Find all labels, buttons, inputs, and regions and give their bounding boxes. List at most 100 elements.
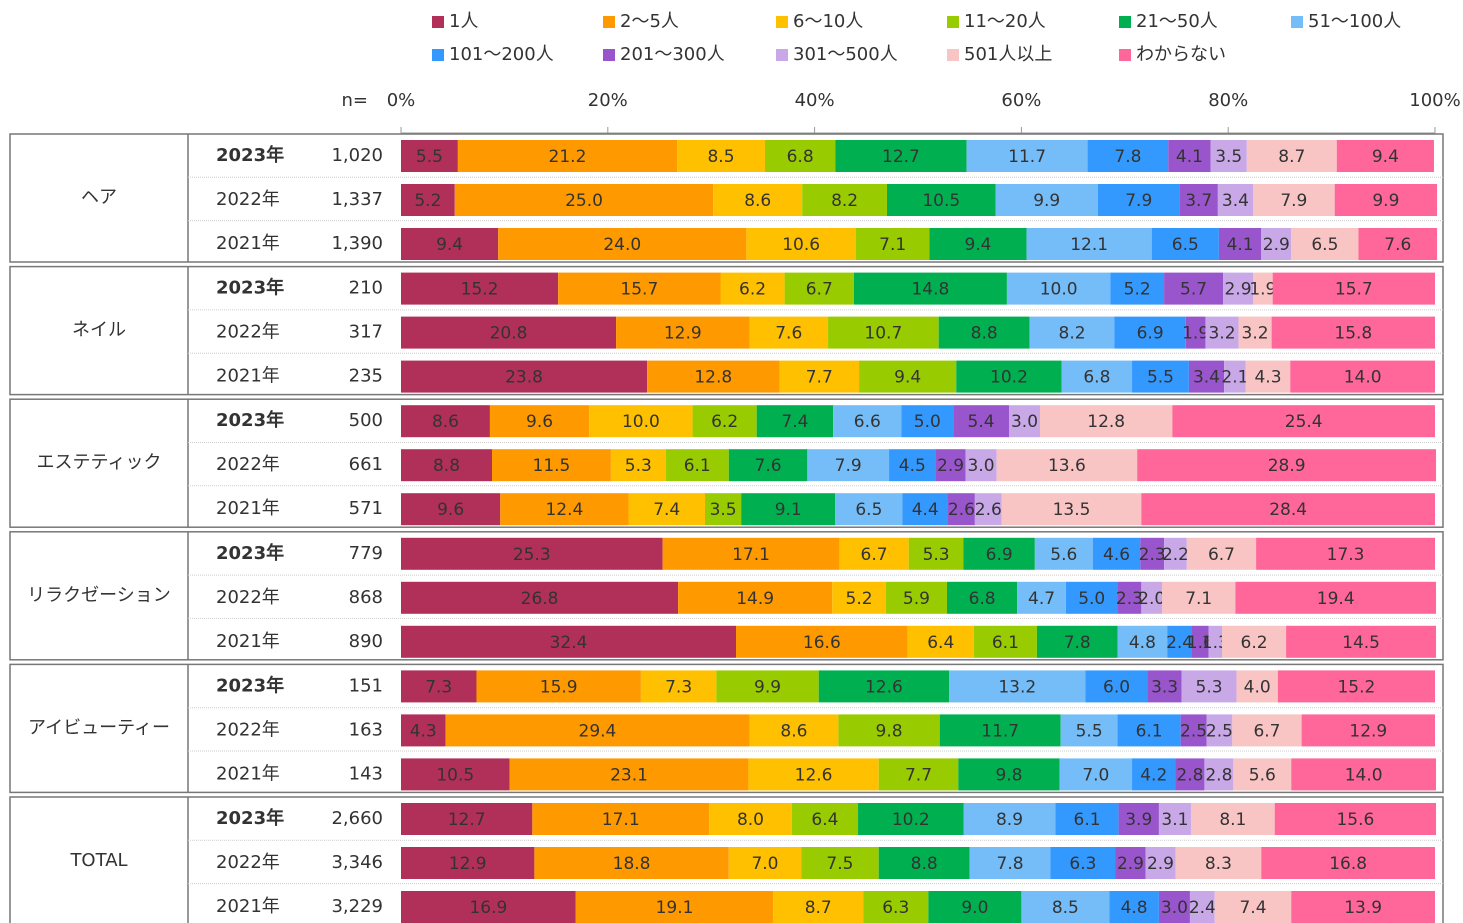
n-label: 571: [349, 498, 383, 519]
year-label: 2023年: [216, 807, 284, 829]
bar-segment: [1006, 272, 1111, 305]
bar-segment: [878, 847, 970, 879]
bar-segment: [401, 184, 455, 216]
legend-label: 21～50人: [1136, 11, 1218, 32]
legend-swatch: [1119, 49, 1131, 61]
group-box: [9, 398, 1444, 528]
year-label: 2021年: [216, 366, 280, 387]
segment-label: 10.0: [1040, 280, 1078, 300]
segment-label: 8.6: [432, 412, 459, 432]
segment-label: 5.9: [903, 589, 930, 609]
bar-segment: [833, 405, 902, 438]
legend-label: 301～500人: [793, 44, 898, 65]
legend-swatch: [1291, 16, 1303, 28]
segment-label: 8.0: [737, 810, 764, 830]
segment-label: 3.7: [1185, 191, 1212, 211]
bar-segment: [1253, 272, 1273, 305]
segment-label: 2.8: [1176, 765, 1203, 785]
year-label: 2022年: [216, 719, 280, 740]
segment-label: 2.9: [1224, 280, 1251, 300]
segment-label: 2.9: [1147, 854, 1174, 874]
bar-segment: [773, 891, 864, 923]
bar-segment: [1224, 360, 1246, 393]
bar-segment: [1115, 847, 1146, 879]
bar-segment: [958, 758, 1060, 791]
segment-label: 6.1: [684, 456, 711, 476]
bar-segment: [1180, 714, 1207, 747]
segment-label: 9.8: [995, 765, 1022, 785]
bar-segment: [1055, 803, 1119, 835]
segment-label: 7.9: [1125, 191, 1152, 211]
bar-segment: [401, 625, 737, 658]
bar-segment: [1261, 228, 1292, 260]
bar-segment: [628, 493, 705, 526]
segment-label: 28.9: [1268, 456, 1306, 476]
bar-segment: [1217, 184, 1254, 216]
bar-segment: [1218, 228, 1262, 260]
bar-segment: [963, 537, 1035, 570]
segment-label: 5.5: [1076, 721, 1103, 741]
segment-label: 15.8: [1334, 324, 1372, 344]
segment-label: 23.8: [505, 368, 543, 388]
segment-label: 12.8: [1087, 412, 1125, 432]
bar-segment: [1334, 184, 1438, 216]
segment-label: 10.7: [864, 324, 902, 344]
legend-label: 1人: [449, 11, 478, 32]
segment-label: 6.1: [1074, 810, 1101, 830]
segment-label: 8.9: [996, 810, 1023, 830]
bar-segment: [1204, 758, 1234, 791]
segment-label: 19.4: [1317, 589, 1355, 609]
bar-segment: [929, 228, 1027, 260]
bar-segment: [886, 184, 996, 216]
segment-label: 4.8: [1129, 633, 1156, 653]
segment-label: 19.1: [656, 898, 694, 918]
segment-label: 9.0: [961, 898, 988, 918]
bar-segment: [1232, 714, 1302, 747]
segment-label: 6.2: [711, 412, 738, 432]
segment-label: 6.1: [992, 633, 1019, 653]
segment-label: 17.1: [602, 810, 640, 830]
bar-segment: [1185, 316, 1206, 349]
bar-segment: [491, 449, 611, 482]
segment-label: 14.8: [911, 280, 949, 300]
group-label: リラクゼーション: [27, 585, 171, 606]
segment-label: 2.6: [948, 500, 975, 520]
segment-label: 8.3: [1205, 854, 1232, 874]
segment-label: 15.9: [540, 677, 578, 697]
bar-segment: [1181, 670, 1237, 703]
x-tick-label: 60%: [1001, 90, 1041, 111]
bar-segment: [1087, 140, 1169, 172]
bar-segment: [401, 272, 559, 305]
bar-segment: [401, 714, 446, 747]
bar-segment: [1114, 316, 1186, 349]
segment-label: 1.9: [1182, 324, 1209, 344]
bar-segment: [1132, 360, 1189, 393]
n-label: 151: [349, 675, 383, 696]
bar-segment: [907, 625, 974, 658]
group-label: ネイル: [72, 320, 126, 341]
segment-label: 3.9: [1125, 810, 1152, 830]
segment-label: 13.2: [998, 677, 1036, 697]
segment-label: 13.6: [1048, 456, 1086, 476]
bar-segment: [863, 891, 929, 923]
bar-segment: [1272, 272, 1435, 305]
segment-label: 2.6: [975, 500, 1002, 520]
segment-label: 10.2: [990, 368, 1028, 388]
segment-label: 11.7: [981, 721, 1019, 741]
year-label: 2022年: [216, 587, 280, 608]
bar-segment: [1060, 714, 1118, 747]
bar-segment: [610, 449, 666, 482]
bar-segment: [457, 140, 678, 172]
bar-segment: [746, 228, 856, 260]
bar-segment: [1221, 625, 1287, 658]
bar-segment: [500, 493, 629, 526]
segment-label: 9.9: [1372, 191, 1399, 211]
bar-segment: [1253, 184, 1335, 216]
bar-segment: [935, 449, 966, 482]
bar-segment: [677, 140, 765, 172]
bar-segment: [1291, 891, 1435, 923]
segment-label: 6.8: [1083, 368, 1110, 388]
bar-segment: [1029, 316, 1115, 349]
segment-label: 2.3: [1139, 545, 1166, 565]
segment-label: 8.1: [1219, 810, 1246, 830]
